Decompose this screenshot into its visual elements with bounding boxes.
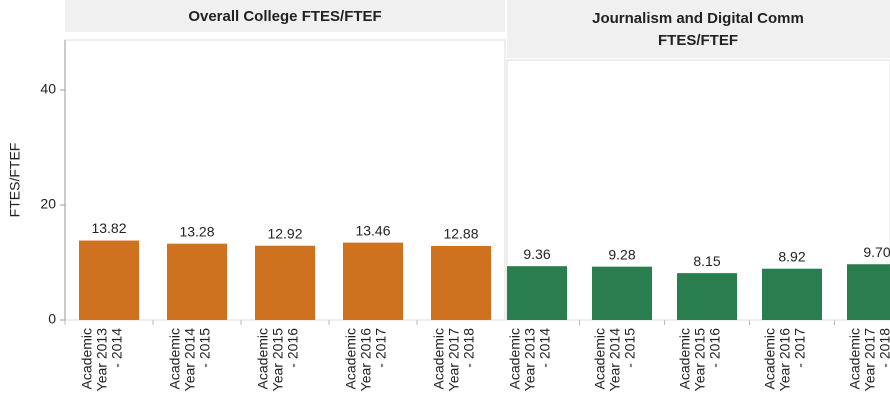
x-tick-label: Year 2017 [862, 328, 878, 392]
x-tick-label: - 2017 [373, 328, 389, 368]
bar [79, 240, 139, 320]
x-tick-label: - 2016 [707, 328, 723, 368]
bar [847, 264, 890, 320]
x-tick-label: - 2015 [197, 328, 213, 368]
value-label: 9.70 [863, 244, 890, 260]
x-tick-label: Academic [592, 328, 608, 389]
bar [762, 268, 822, 320]
value-label: 13.46 [355, 222, 390, 238]
x-tick-label: Academic [762, 328, 778, 389]
y-tick-label: 40 [40, 81, 56, 97]
y-axis-label: FTES/FTEF [7, 143, 23, 218]
x-tick-label: Year 2014 [607, 328, 623, 392]
x-tick-label: - 2016 [285, 328, 301, 368]
panel-title: Journalism and Digital Comm [592, 10, 804, 27]
x-tick-label: Academic [79, 328, 95, 389]
x-tick-label: Year 2013 [94, 328, 110, 392]
x-tick-label: Year 2016 [777, 328, 793, 392]
x-tick-label: Academic [255, 328, 271, 389]
x-tick-label: Year 2017 [446, 328, 462, 392]
panel-header [507, 0, 890, 58]
x-tick-label: Year 2015 [270, 328, 286, 392]
value-label: 9.28 [608, 246, 635, 262]
bar [431, 245, 491, 320]
x-tick-label: Academic [507, 328, 523, 389]
bar [167, 243, 227, 320]
value-label: 8.15 [693, 253, 720, 269]
x-tick-label: - 2017 [792, 328, 808, 368]
bar [592, 266, 652, 320]
x-tick-label: - 2015 [622, 328, 638, 368]
panel-title: Overall College FTES/FTEF [188, 8, 381, 25]
y-tick-label: 20 [40, 196, 56, 212]
bar [507, 266, 567, 320]
x-tick-label: Year 2015 [692, 328, 708, 392]
x-tick-label: Academic [847, 328, 863, 389]
x-tick-label: Year 2014 [182, 328, 198, 392]
value-label: 9.36 [523, 246, 550, 262]
value-label: 12.92 [267, 225, 302, 241]
bar [343, 242, 403, 320]
value-label: 13.28 [179, 223, 214, 239]
bar [255, 245, 315, 320]
value-label: 13.82 [91, 220, 126, 236]
x-tick-label: Year 2013 [522, 328, 538, 392]
x-tick-label: - 2018 [461, 328, 477, 368]
y-tick-label: 0 [48, 311, 56, 327]
x-tick-label: - 2014 [537, 328, 553, 368]
value-label: 8.92 [778, 248, 805, 264]
x-tick-label: Year 2016 [358, 328, 374, 392]
x-tick-label: - 2018 [877, 328, 890, 368]
x-tick-label: Academic [677, 328, 693, 389]
bar [677, 273, 737, 320]
x-tick-label: Academic [343, 328, 359, 389]
x-tick-label: Academic [167, 328, 183, 389]
panel-title: FTES/FTEF [658, 32, 738, 49]
panel-header [65, 0, 505, 32]
x-tick-label: Academic [431, 328, 447, 389]
value-label: 12.88 [443, 226, 478, 242]
x-tick-label: - 2014 [109, 328, 125, 368]
